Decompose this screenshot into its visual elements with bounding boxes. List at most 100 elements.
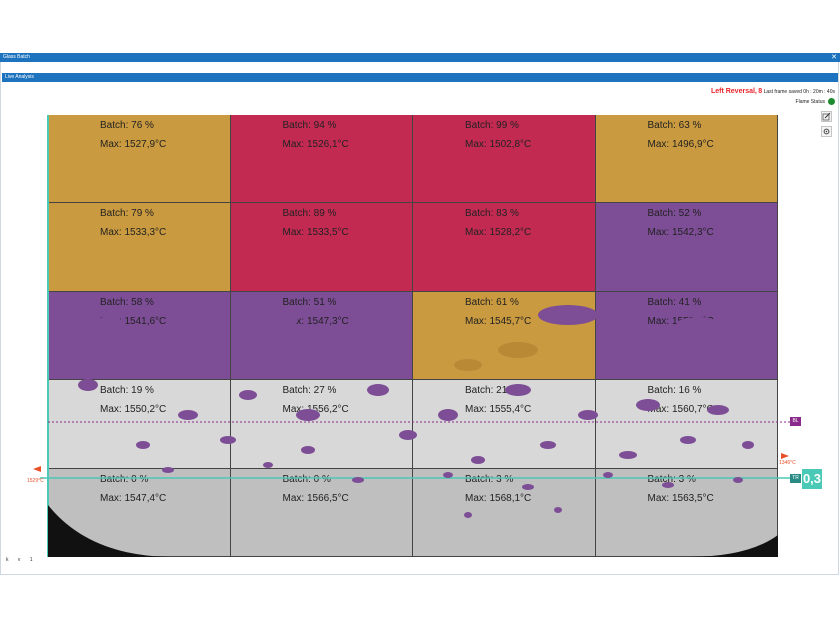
cell-max-temp: Max: 1528,2°C [465,227,532,239]
grid-cell: Batch: 76 % Max: 1527,9°C [48,115,231,204]
cell-batch: Batch: 99 % [465,120,519,131]
grid-cell: Batch: 19 % Max: 1550,2°C [48,380,231,469]
grid-cell: Batch: 83 % Max: 1528,2°C [413,203,596,292]
window-titlebar: Glass Batch ✕ [0,53,840,62]
thermal-blob [578,410,598,420]
grid-cell: Batch: 63 % Max: 1496,9°C [595,115,778,204]
thermal-blob [443,472,453,478]
thermal-blob [54,303,82,317]
cell-batch: Batch: 61 % [465,296,519,308]
cell-batch: Batch: 58 % [100,296,154,308]
thermal-blob [676,317,720,333]
cell-batch: Batch: 27 % [282,385,337,397]
cell-batch: Batch: 83 % [465,208,519,220]
thermal-blob [399,430,417,440]
thermal-blob [540,441,556,449]
grid-cell: Batch: 27 % Max: 1556,2°C [230,380,413,469]
window-frame [0,62,839,575]
cell-batch: Batch: 51 % [282,296,337,308]
cell-batch: Batch: 3 % [647,473,696,485]
cell-max-temp: Max: 1547,4°C [100,492,167,504]
thermal-blob [603,472,613,478]
grid-cell: Batch: 52 % Max: 1542,3°C [595,203,778,292]
grid-cell: Batch: 79 % Max: 1533,3°C [48,203,231,292]
thermal-blob [196,364,220,376]
edit-button[interactable] [821,111,832,122]
cell-batch: Batch: 0 % [282,473,331,485]
thermal-blob [296,409,320,421]
panel-header: Live Analysis [2,73,838,82]
thermal-heatmap: Batch: 76 % Max: 1527,9°C Batch: 94 % Max: … [48,115,778,557]
thermal-blob [554,507,562,513]
thermal-blob [742,441,754,449]
tr-tag[interactable]: TR [790,474,801,483]
left-temperature: 1529°C [27,478,44,484]
thermal-blob [522,484,534,490]
thermal-blob [707,405,729,415]
dark-edge [48,505,778,557]
reversal-label: Left Reversal, [710,88,757,95]
thermal-blob [178,410,198,420]
thermal-blob [301,446,315,454]
cell-max-temp: Max: 1555,4°C [465,404,532,416]
thermal-blob [498,342,538,358]
grid-cell: Batch: 3 % Max: 1568,1°C [413,468,596,557]
thermal-blob [90,317,126,333]
thermal-blob [454,359,482,371]
cell-max-temp: Max: 1550,2°C [100,404,167,416]
cell-max-temp: Max: 1496,9°C [647,139,714,150]
cell-max-temp: Max: 1502,8°C [465,139,532,150]
grid-cell: Batch: 21 % Max: 1555,4°C [413,380,596,469]
cell-max-temp: Max: 1533,3°C [100,227,167,239]
right-temperature: 1346°C [779,460,796,466]
cell-batch: Batch: 63 % [647,120,702,131]
thermal-blob [352,477,364,483]
cell-max-temp: Max: 1560,7°C [647,404,714,416]
thermal-blob [367,384,389,396]
thermal-blob [78,379,98,391]
cell-batch: Batch: 41 % [647,296,702,308]
thermal-blob [662,482,674,488]
thermal-blob [636,399,660,411]
thermal-blob [505,384,531,396]
cell-max-temp: Max: 1533,5°C [282,227,349,239]
cell-max-temp: Max: 1541,6°C [100,315,167,327]
status-line: Left Reversal, 8 Last frame saved 0h : 2… [711,88,835,95]
cell-batch: Batch: 16 % [647,385,702,397]
grid-cell: Batch: 3 % Max: 1563,5°C [595,468,778,557]
cell-batch: Batch: 52 % [647,208,702,220]
settings-button[interactable] [821,126,832,137]
close-icon[interactable]: ✕ [831,54,837,61]
flame-status-label: Flame Status [795,98,825,105]
bottom-toolbar[interactable]: k v 1 [6,557,37,563]
cell-batch: Batch: 3 % [465,473,514,485]
cell-max-temp: Max: 1527,9°C [100,139,167,150]
cell-batch: Batch: 0 % [100,473,149,485]
cell-max-temp: Max: 1563,5°C [647,492,714,504]
grid-cell: Batch: 89 % Max: 1533,5°C [230,203,413,292]
cell-batch: Batch: 94 % [282,120,337,131]
bl-tag[interactable]: BL [790,417,801,426]
thermal-blob [239,390,257,400]
thermal-blob [538,305,598,325]
thermal-blob [438,409,458,421]
thermal-blob [471,456,485,464]
cell-max-temp: Max: 1542,3°C [647,227,714,239]
thermal-blob [258,311,298,329]
flame-status: Flame Status [796,98,835,105]
reversal-count: 8 [758,88,763,95]
settings-icon [823,128,830,135]
thermal-blob [162,467,174,473]
edit-icon [822,112,831,121]
thermal-blob [722,357,754,373]
cell-max-temp: Max: 1526,1°C [282,139,349,150]
thermal-blob [263,462,273,468]
thermal-blob [142,346,174,364]
panel-title: Live Analysis [5,74,34,80]
grid-cell: Batch: 51 % Max: 1547,3°C [230,291,413,381]
cell-batch: Batch: 76 % [100,120,154,131]
window-title: Glass Batch [3,54,30,60]
thermal-blobs [48,303,778,557]
thermal-blob [619,451,637,459]
thermal-blob [618,336,658,354]
